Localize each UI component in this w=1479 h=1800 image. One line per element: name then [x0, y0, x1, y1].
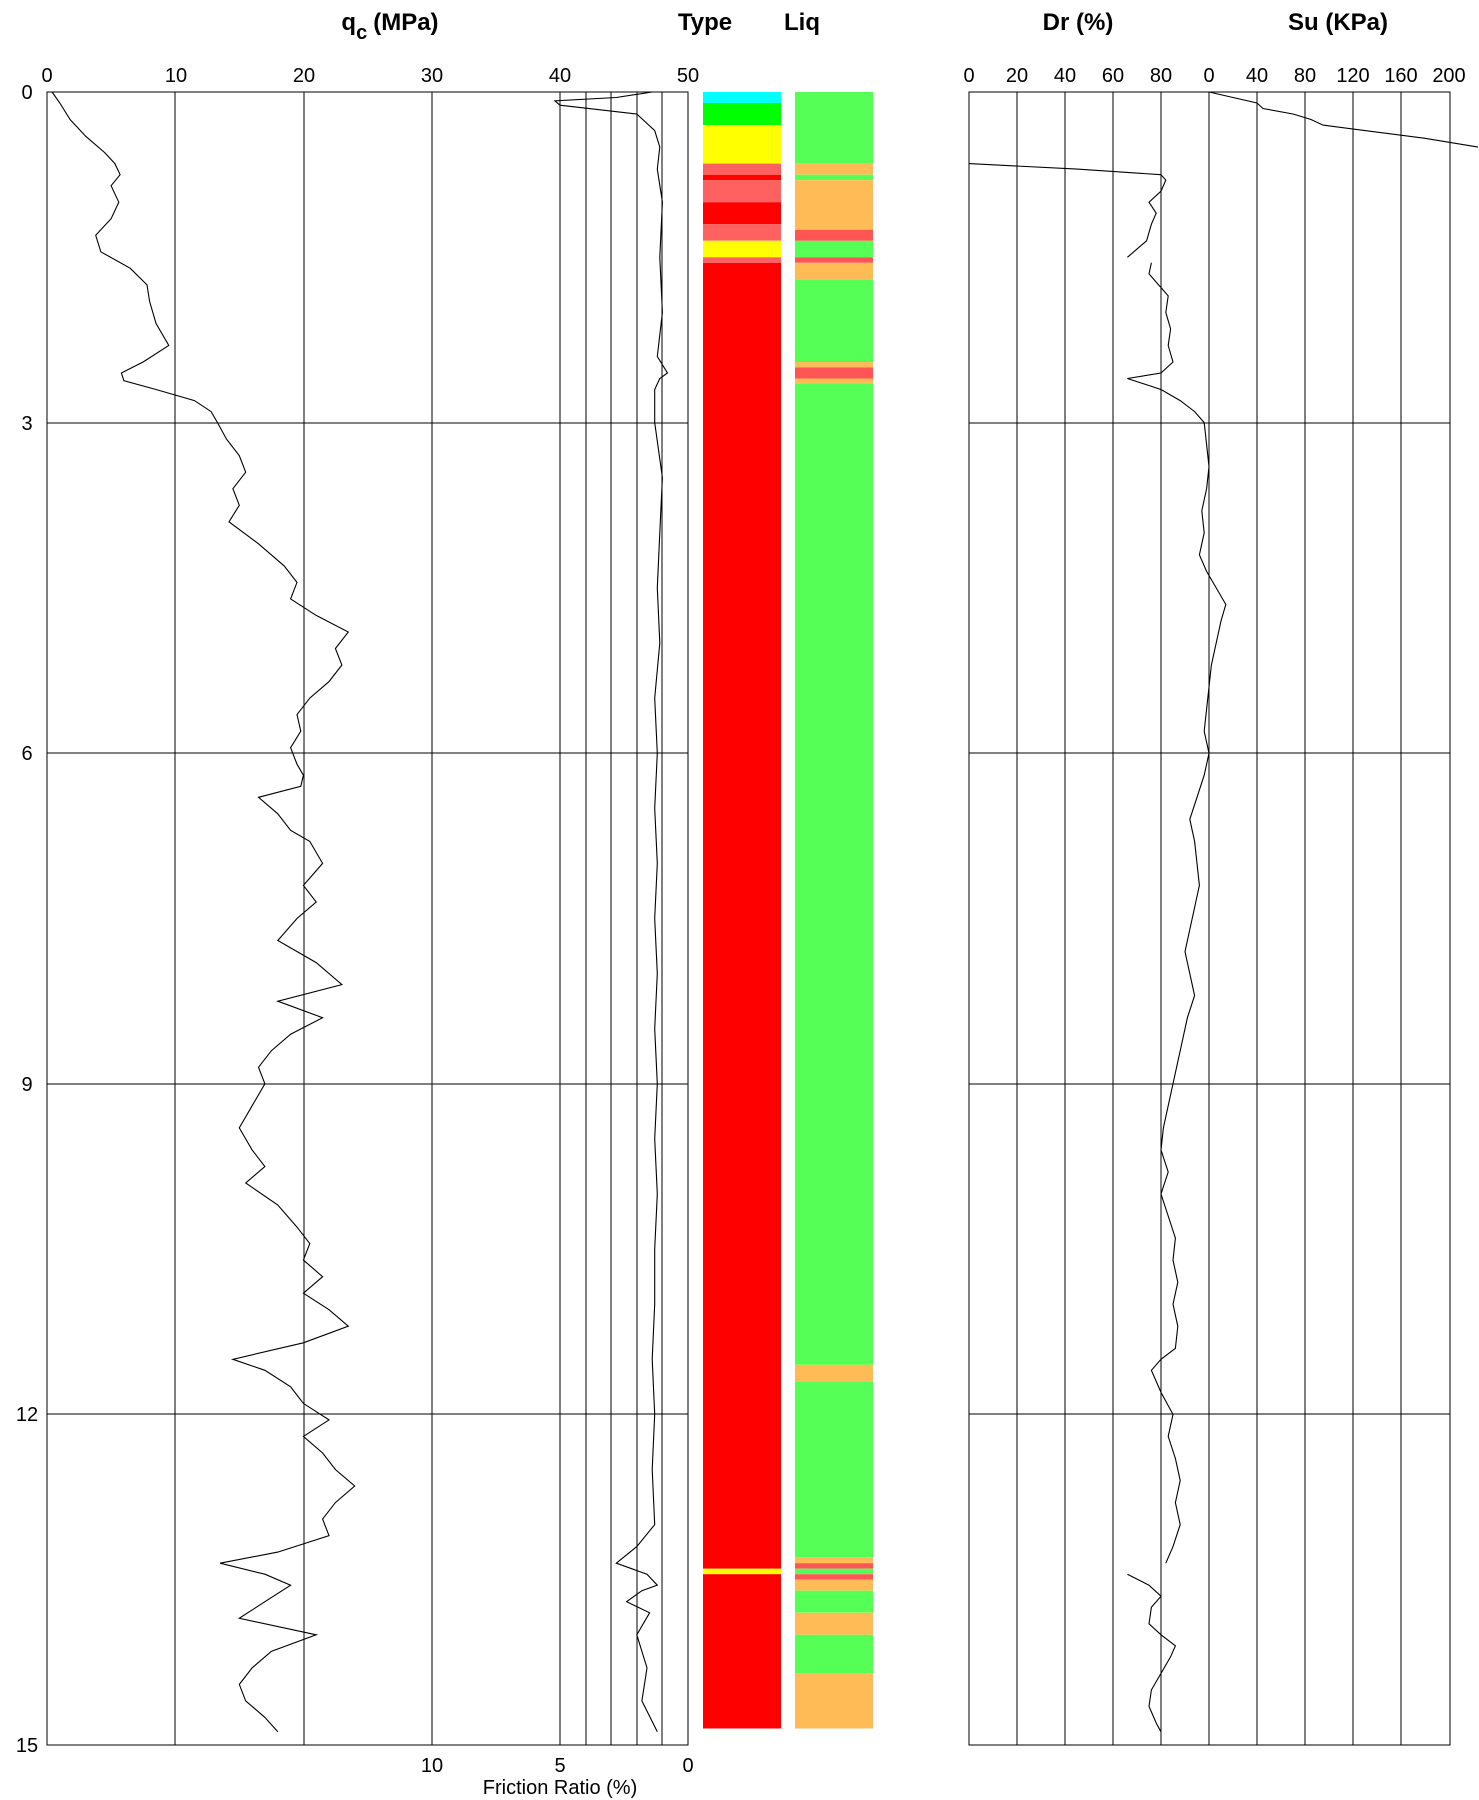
qc-x-tick: 50: [677, 65, 699, 87]
liq-layer: [795, 174, 873, 181]
liq-layer: [795, 1364, 873, 1382]
liq-layer: [795, 262, 873, 280]
liq-layer: [795, 362, 873, 368]
type-layer: [703, 262, 781, 1569]
dr-trace: [1127, 262, 1227, 1564]
qc-x-tick: 0: [41, 65, 52, 87]
su-title: Su (KPa): [1288, 9, 1388, 36]
dr-x-tick: 0: [963, 65, 974, 87]
su-trace: [1208, 91, 1479, 148]
dr-x-tick: 80: [1150, 65, 1172, 87]
type-layer: [703, 257, 781, 263]
liq-layer: [795, 367, 873, 379]
type-layer: [703, 1568, 781, 1575]
depth-tick: 15: [16, 1735, 38, 1757]
friction-ratio-trace: [553, 91, 669, 1733]
depth-tick: 0: [21, 82, 32, 104]
liq-layer: [795, 229, 873, 241]
liq-layer: [795, 163, 873, 175]
liq-layer: [795, 1612, 873, 1635]
liq-strip: [795, 92, 873, 1729]
type-layer: [703, 240, 781, 258]
dr-trace: [968, 163, 1167, 258]
type-layer: [703, 163, 781, 175]
liq-layer: [795, 279, 873, 362]
su-x-tick: 160: [1384, 65, 1417, 87]
qc-x-ticks: 0 10 20 30 40 50: [41, 65, 699, 87]
qc-x-tick: 30: [421, 65, 443, 87]
traces: [51, 91, 1479, 1733]
dr-x-tick: 20: [1006, 65, 1028, 87]
dr-x-ticks: 0 20 40 60 80: [963, 65, 1172, 87]
fr-x-tick: 10: [421, 1755, 443, 1777]
liq-layer: [795, 1563, 873, 1569]
type-layer: [703, 1574, 781, 1729]
fr-x-ticks: 10 5 0: [421, 1755, 694, 1777]
su-x-tick: 0: [1203, 65, 1214, 87]
depth-tick: 6: [21, 743, 32, 765]
type-layer: [703, 202, 781, 225]
su-x-tick: 200: [1432, 65, 1465, 87]
liq-layer: [795, 1634, 873, 1674]
depth-tick: 12: [16, 1404, 38, 1426]
liq-layer: [795, 180, 873, 230]
fr-xlabel: Friction Ratio (%): [483, 1777, 637, 1799]
su-x-ticks: 0 40 80 120 160 200: [1203, 65, 1465, 87]
liq-layer: [795, 1574, 873, 1580]
liq-layer: [795, 1590, 873, 1613]
type-layer: [703, 92, 781, 103]
type-layer: [703, 224, 781, 241]
type-layer: [703, 174, 781, 181]
qc-grid: [46, 91, 689, 1746]
liq-layer: [795, 240, 873, 258]
liq-layer: [795, 384, 873, 1365]
dr-x-tick: 60: [1102, 65, 1124, 87]
liq-layer: [795, 1381, 873, 1558]
liq-layer: [795, 1673, 873, 1729]
type-layer: [703, 125, 781, 164]
su-x-tick: 40: [1246, 65, 1268, 87]
qc-x-tick: 40: [549, 65, 571, 87]
fr-x-tick: 0: [682, 1755, 693, 1777]
su-x-tick: 120: [1336, 65, 1369, 87]
qc-trace: [51, 91, 356, 1733]
depth-tick: 3: [21, 413, 32, 435]
depth-tick: 9: [21, 1074, 32, 1096]
type-layer: [703, 180, 781, 203]
dr-trace: [1127, 1573, 1177, 1733]
su-x-tick: 80: [1294, 65, 1316, 87]
liq-layer: [795, 1579, 873, 1591]
liq-layer: [795, 1557, 873, 1564]
dr-su-grid: [968, 91, 1451, 1746]
type-title: Type: [678, 9, 732, 36]
depth-ticks: 0 3 6 9 12 15: [16, 82, 38, 1757]
type-strip: [703, 92, 781, 1729]
dr-x-tick: 40: [1054, 65, 1076, 87]
liq-layer: [795, 378, 873, 384]
fr-x-tick: 5: [554, 1755, 565, 1777]
type-layer: [703, 103, 781, 125]
qc-x-tick: 10: [165, 65, 187, 87]
liq-layer: [795, 92, 873, 164]
qc-x-tick: 20: [293, 65, 315, 87]
dr-title: Dr (%): [1043, 9, 1114, 36]
liq-layer: [795, 1568, 873, 1575]
liq-layer: [795, 257, 873, 263]
liq-title: Liq: [784, 9, 820, 36]
qc-title: qc (MPa): [341, 9, 438, 44]
